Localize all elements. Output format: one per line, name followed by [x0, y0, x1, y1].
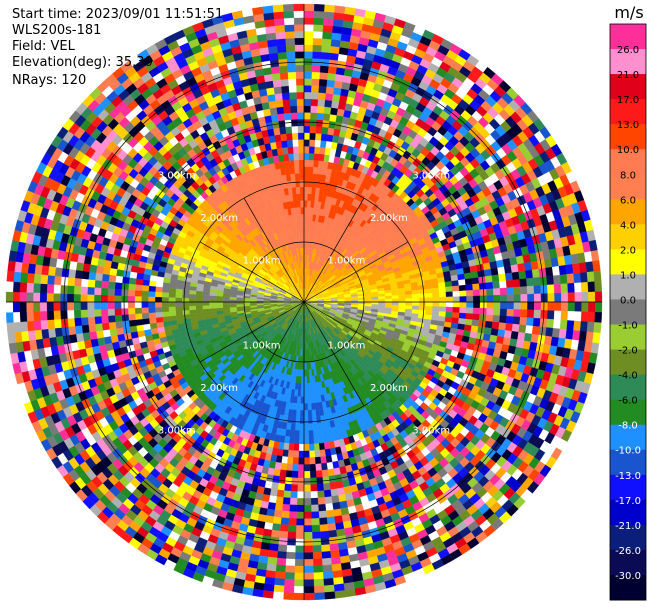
- colorbar-swatch: [610, 149, 646, 175]
- colorbar-tick-label: -26.0: [615, 546, 641, 557]
- colorbar-swatch: [610, 74, 646, 100]
- colorbar-tick-label: -6.0: [618, 396, 638, 407]
- elevation-label: Elevation(deg): 35.30: [12, 55, 153, 70]
- range-label: 2.00km: [200, 213, 238, 224]
- azimuth-line: [243, 301, 305, 407]
- azimuth-line: [303, 301, 365, 407]
- colorbar-swatch: [610, 549, 646, 576]
- colorbar-swatch: [610, 374, 646, 401]
- instrument-label: WLS200s-181: [12, 23, 102, 38]
- colorbar-swatch: [610, 424, 646, 451]
- azimuth-line: [303, 301, 409, 363]
- colorbar-swatch: [610, 299, 646, 326]
- colorbar-tick-label: -1.0: [618, 321, 638, 332]
- colorbar-tick-label: 6.0: [620, 195, 636, 206]
- colorbar-tick-label: -30.0: [615, 571, 641, 582]
- colorbar-swatch: [610, 474, 646, 501]
- colorbar-swatch: [610, 324, 646, 351]
- colorbar-swatch: [610, 124, 646, 150]
- range-label: 2.00km: [200, 383, 238, 394]
- field-label: Field: VEL: [12, 39, 75, 54]
- colorbar-tick-label: -4.0: [618, 371, 638, 382]
- range-label: 1.00km: [243, 340, 281, 351]
- colorbar-tick-label: 17.0: [617, 95, 639, 106]
- colorbar-tick-label: 26.0: [617, 45, 639, 56]
- colorbar-swatch: [610, 174, 646, 200]
- range-label: 1.00km: [243, 256, 281, 267]
- colorbar-swatch: [610, 524, 646, 551]
- colorbar-frame: [609, 23, 647, 601]
- colorbar-swatch: [610, 274, 646, 300]
- colorbar-tick-label: -13.0: [615, 471, 641, 482]
- colorbar-swatch: [610, 24, 646, 50]
- range-label: 2.00km: [370, 213, 408, 224]
- azimuth-line: [303, 197, 365, 303]
- azimuth-line: [199, 241, 305, 303]
- colorbar-tick-label: 2.0: [620, 245, 636, 256]
- colorbar-swatch: [610, 399, 646, 426]
- colorbar-swatch: [610, 499, 646, 526]
- azimuth-line: [303, 241, 409, 303]
- colorbar-tick-label: -8.0: [618, 421, 638, 432]
- range-label: 3.00km: [412, 171, 450, 182]
- colorbar-swatch: [610, 349, 646, 376]
- polar-grid: [6, 4, 602, 600]
- colorbar-swatch: [610, 49, 646, 75]
- range-label: 2.00km: [370, 383, 408, 394]
- range-label: 3.00km: [158, 171, 196, 182]
- colorbar-swatch: [610, 224, 646, 250]
- azimuth-line: [199, 301, 305, 363]
- range-label: 1.00km: [328, 340, 366, 351]
- colorbar-swatch: [610, 449, 646, 476]
- colorbar-swatch: [610, 574, 646, 601]
- colorbar-swatch: [610, 99, 646, 125]
- colorbar-tick-label: -10.0: [615, 446, 641, 457]
- colorbar-tick-label: 0.0: [620, 295, 636, 306]
- azimuth-line: [243, 197, 305, 303]
- colorbar-tick-label: -17.0: [615, 496, 641, 507]
- colorbar-tick-label: 10.0: [617, 145, 639, 156]
- range-label: 3.00km: [158, 425, 196, 436]
- colorbar-swatch: [610, 249, 646, 275]
- colorbar-unit: m/s: [614, 3, 643, 22]
- colorbar-tick-label: -21.0: [615, 521, 641, 532]
- colorbar-tick-label: 4.0: [620, 220, 636, 231]
- start-time-label: Start time: 2023/09/01 11:51:51: [12, 7, 224, 22]
- colorbar-tick-label: 21.0: [617, 70, 639, 81]
- colorbar-tick-label: -2.0: [618, 346, 638, 357]
- colorbar-tick-label: 8.0: [620, 170, 636, 181]
- range-label: 3.00km: [412, 425, 450, 436]
- range-label: 1.00km: [328, 256, 366, 267]
- velocity-gates: [5, 3, 603, 601]
- range-labels: 1.00km 2.00km 3.00km 1.00km 2.00km 3.00km 1.00…: [158, 171, 450, 437]
- colorbar-tick-label: 13.0: [617, 120, 639, 131]
- colorbar-tick-label: 1.0: [620, 270, 636, 281]
- colorbar-swatch: [610, 199, 646, 225]
- nrays-label: NRays: 120: [12, 73, 87, 88]
